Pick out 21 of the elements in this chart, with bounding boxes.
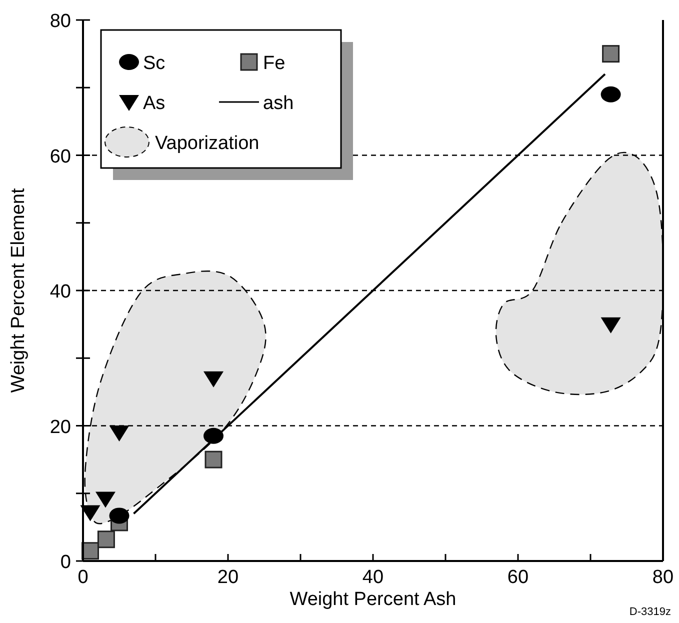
legend-label: As (143, 93, 166, 114)
point (600, 86, 621, 102)
x-tick-label: 80 (652, 567, 674, 588)
y-tick-label: 60 (50, 146, 71, 168)
text: D-3319z (629, 606, 671, 618)
x-tick-label: 60 (507, 567, 529, 588)
y-tick-label: 20 (50, 416, 71, 438)
x-axis-title: Weight Percent Ash (290, 589, 456, 610)
x-tick-label: 40 (362, 567, 384, 588)
y-axis-title: Weight Percent Element (8, 188, 29, 393)
x-tick-label: 20 (217, 567, 239, 588)
legend-label: ash (263, 93, 294, 114)
point (602, 45, 620, 63)
legend-label: Sc (143, 53, 166, 74)
legend-label: Vaporization (155, 133, 260, 154)
x-tick-label: 0 (78, 567, 88, 588)
y-tick-label: 80 (50, 11, 71, 32)
y-tick-label: 40 (50, 282, 71, 302)
legend-label: Fe (263, 53, 286, 74)
y-tick-label: 0 (60, 552, 71, 573)
point (97, 530, 115, 548)
